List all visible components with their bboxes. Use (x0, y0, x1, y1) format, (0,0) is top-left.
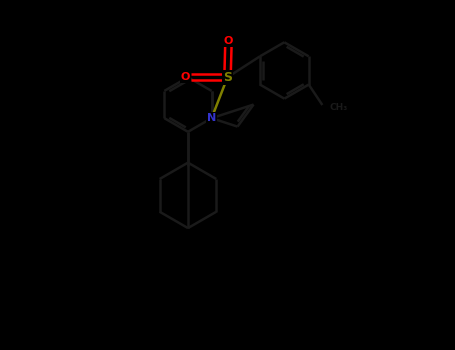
Text: N: N (207, 113, 216, 123)
Text: S: S (223, 71, 232, 84)
Text: CH₃: CH₃ (329, 103, 348, 112)
Text: O: O (224, 36, 233, 46)
Text: O: O (181, 72, 190, 82)
